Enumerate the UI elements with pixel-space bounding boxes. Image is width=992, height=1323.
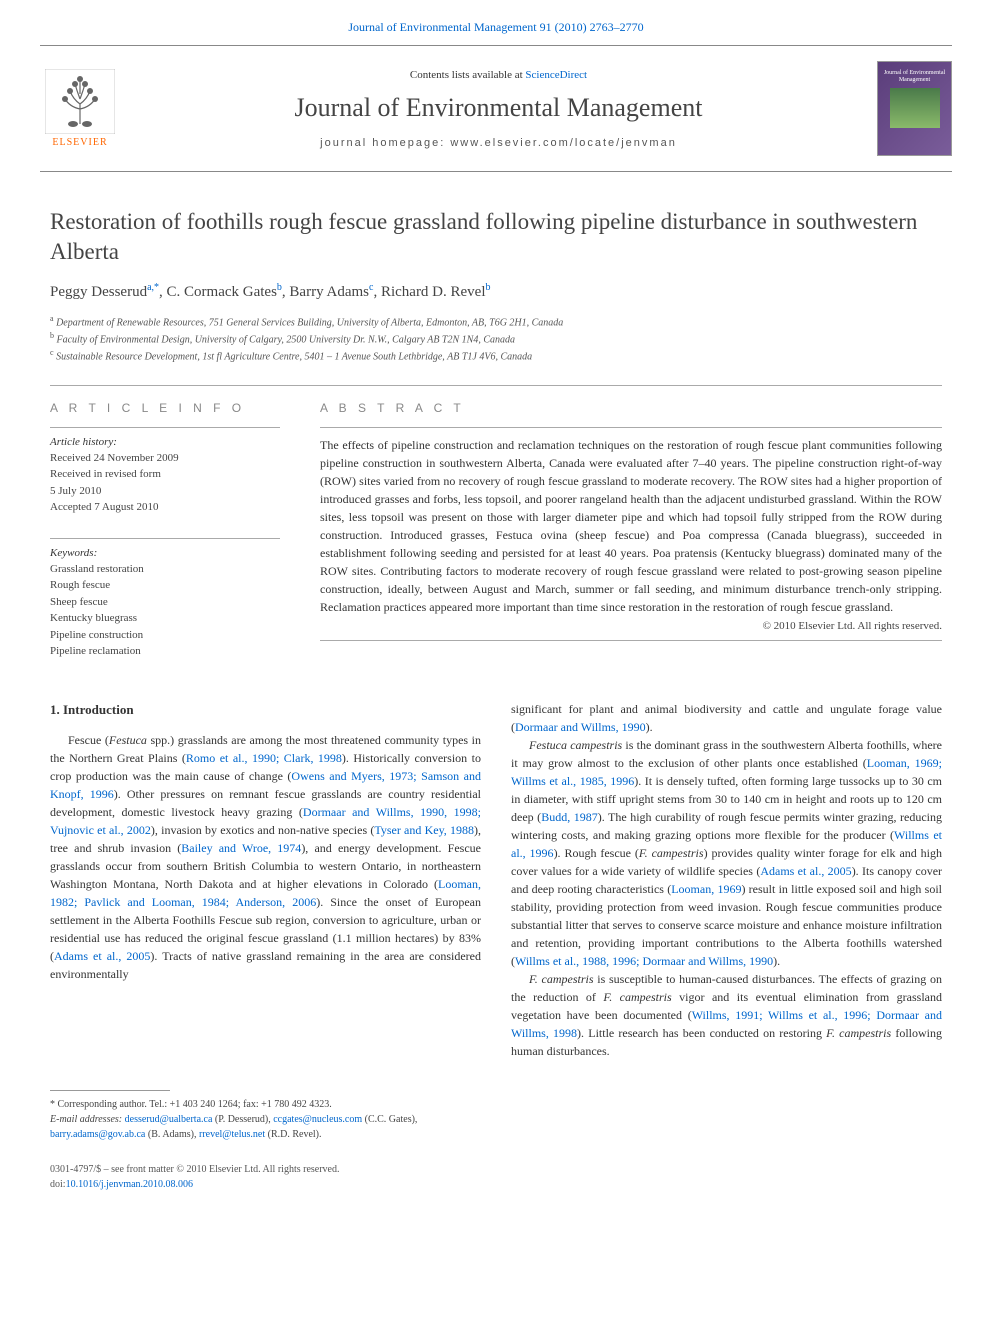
- footnotes-divider: [50, 1090, 170, 1091]
- section-1-col2-p2: Festuca campestris is the dominant grass…: [511, 736, 942, 970]
- corresponding-author: * Corresponding author. Tel.: +1 403 240…: [50, 1097, 446, 1112]
- email-line: E-mail addresses: desserud@ualberta.ca (…: [50, 1112, 446, 1142]
- section-1-col2-p1: significant for plant and animal biodive…: [511, 700, 942, 736]
- publisher-name: ELSEVIER: [52, 137, 107, 148]
- keyword-4: Pipeline construction: [50, 627, 280, 644]
- footnotes: * Corresponding author. Tel.: +1 403 240…: [0, 1080, 496, 1162]
- history-2: 5 July 2010: [50, 483, 280, 500]
- author-2-affil[interactable]: c: [369, 282, 373, 293]
- info-divider-2: [50, 538, 280, 539]
- column-right: significant for plant and animal biodive…: [511, 700, 942, 1060]
- journal-name: Journal of Environmental Management: [140, 93, 857, 123]
- keyword-0: Grassland restoration: [50, 561, 280, 578]
- history-label: Article history:: [50, 436, 280, 448]
- email-2[interactable]: barry.adams@gov.ab.ca: [50, 1129, 145, 1140]
- top-citation-anchor[interactable]: Journal of Environmental Management 91 (…: [348, 20, 643, 34]
- email-2-who: (B. Adams): [148, 1129, 194, 1140]
- journal-homepage: journal homepage: www.elsevier.com/locat…: [140, 137, 857, 149]
- email-1-who: (C.C. Gates): [365, 1114, 415, 1125]
- email-3-who: (R.D. Revel): [268, 1129, 319, 1140]
- affiliations: a Department of Renewable Resources, 751…: [0, 313, 992, 385]
- keywords-label: Keywords:: [50, 547, 280, 559]
- article-title: Restoration of foothills rough fescue gr…: [0, 172, 992, 282]
- cover-thumb-title: Journal of Environmental Management: [882, 70, 947, 84]
- masthead: ELSEVIER Contents lists available at Sci…: [0, 46, 992, 171]
- email-0[interactable]: desserud@ualberta.ca: [125, 1114, 213, 1125]
- contents-prefix: Contents lists available at: [410, 69, 525, 81]
- section-1-col2-p3: F. campestris is susceptible to human-ca…: [511, 970, 942, 1060]
- contents-line: Contents lists available at ScienceDirec…: [140, 69, 857, 81]
- keywords-block: Keywords: Grassland restoration Rough fe…: [50, 538, 280, 660]
- author-0-affil[interactable]: a,: [147, 282, 154, 293]
- keyword-2: Sheep fescue: [50, 594, 280, 611]
- body-columns: 1. Introduction Fescue (Festuca spp.) gr…: [0, 685, 992, 1080]
- email-0-who: (P. Desserud): [215, 1114, 268, 1125]
- info-abstract-row: A R T I C L E I N F O Article history: R…: [0, 401, 992, 685]
- sciencedirect-link[interactable]: ScienceDirect: [525, 69, 587, 81]
- abstract-divider-bottom: [320, 640, 942, 641]
- history-1: Received in revised form: [50, 466, 280, 483]
- abstract-copyright: © 2010 Elsevier Ltd. All rights reserved…: [320, 620, 942, 632]
- affiliation-b: b Faculty of Environmental Design, Unive…: [50, 330, 942, 347]
- divider-before-info: [50, 385, 942, 386]
- journal-cover-thumb[interactable]: Journal of Environmental Management: [877, 61, 952, 156]
- author-0: Peggy Desseruda,*: [50, 284, 159, 300]
- article-info-heading: A R T I C L E I N F O: [50, 401, 280, 415]
- info-divider-1: [50, 427, 280, 428]
- email-3[interactable]: rrevel@telus.net: [199, 1129, 265, 1140]
- keyword-1: Rough fescue: [50, 577, 280, 594]
- history-0: Received 24 November 2009: [50, 450, 280, 467]
- bottom-meta: 0301-4797/$ – see front matter © 2010 El…: [0, 1162, 992, 1212]
- keyword-5: Pipeline reclamation: [50, 643, 280, 660]
- elsevier-tree-icon: [45, 69, 115, 134]
- author-list: Peggy Desseruda,*, C. Cormack Gatesb, Ba…: [0, 282, 992, 313]
- author-1-affil[interactable]: b: [277, 282, 282, 293]
- section-1-para-1: Fescue (Festuca spp.) grasslands are amo…: [50, 731, 481, 983]
- history-3: Accepted 7 August 2010: [50, 499, 280, 516]
- abstract-divider: [320, 427, 942, 428]
- author-1: C. Cormack Gatesb: [167, 284, 282, 300]
- doi-link[interactable]: 10.1016/j.jenvman.2010.08.006: [66, 1179, 194, 1190]
- publisher-logo[interactable]: ELSEVIER: [40, 64, 120, 154]
- cover-thumb-image: [890, 88, 940, 128]
- affiliation-a: a Department of Renewable Resources, 751…: [50, 313, 942, 330]
- keyword-3: Kentucky bluegrass: [50, 610, 280, 627]
- abstract-heading: A B S T R A C T: [320, 401, 942, 415]
- author-3: Richard D. Revelb: [381, 284, 491, 300]
- author-2: Barry Adamsc: [289, 284, 373, 300]
- email-1[interactable]: ccgates@nucleus.com: [273, 1114, 362, 1125]
- abstract-text: The effects of pipeline construction and…: [320, 436, 942, 616]
- column-left: 1. Introduction Fescue (Festuca spp.) gr…: [50, 700, 481, 1060]
- doi-line: doi:10.1016/j.jenvman.2010.08.006: [50, 1177, 942, 1192]
- author-3-affil[interactable]: b: [486, 282, 491, 293]
- affiliation-c: c Sustainable Resource Development, 1st …: [50, 347, 942, 364]
- email-label: E-mail addresses:: [50, 1114, 122, 1125]
- article-info: A R T I C L E I N F O Article history: R…: [50, 401, 280, 660]
- top-citation-link: Journal of Environmental Management 91 (…: [0, 0, 992, 45]
- section-1-heading: 1. Introduction: [50, 700, 481, 720]
- masthead-center: Contents lists available at ScienceDirec…: [140, 69, 857, 149]
- abstract-column: A B S T R A C T The effects of pipeline …: [320, 401, 942, 660]
- author-0-corr[interactable]: *: [154, 282, 159, 293]
- front-matter-line: 0301-4797/$ – see front matter © 2010 El…: [50, 1162, 942, 1177]
